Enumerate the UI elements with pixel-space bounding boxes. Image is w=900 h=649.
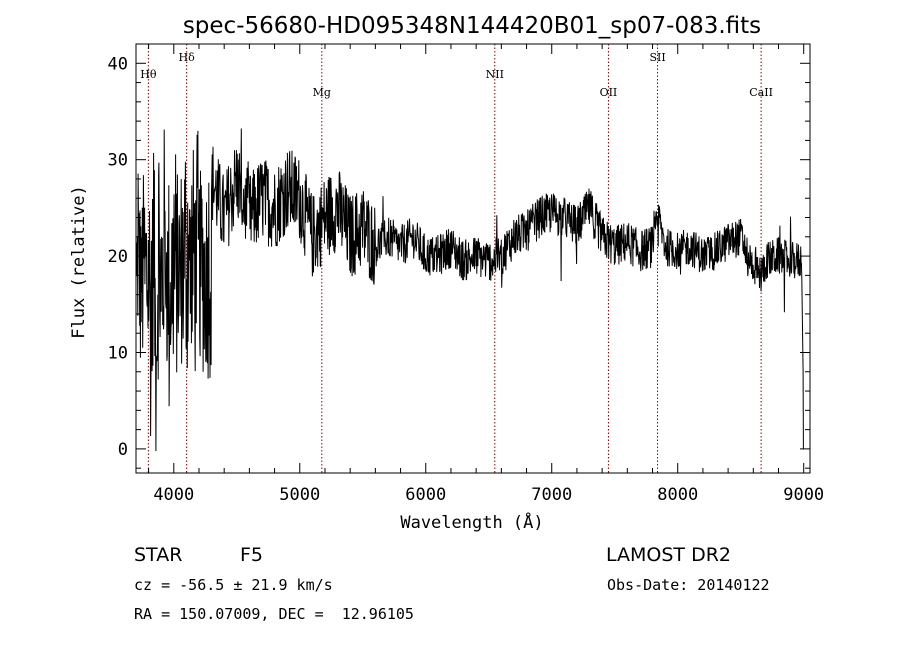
- line-marker-label: OII: [600, 86, 618, 99]
- x-tick-label: 5000: [279, 485, 320, 505]
- y-tick-label: 40: [108, 54, 128, 74]
- x-tick-label: 4000: [153, 485, 194, 505]
- spectrum-line: [136, 128, 804, 452]
- line-marker-label: Mg: [313, 86, 331, 99]
- survey-name: LAMOST DR2: [606, 544, 731, 566]
- subclass: F5: [240, 544, 263, 566]
- object-type: STAR: [134, 544, 182, 566]
- coordinates: RA = 150.07009, DEC = 12.96105: [134, 605, 414, 623]
- redshift-cz: cz = -56.5 ± 21.9 km/s: [134, 576, 333, 594]
- y-tick-label: 20: [108, 247, 128, 267]
- chart-title: spec-56680-HD095348N144420B01_sp07-083.f…: [183, 13, 761, 39]
- x-tick-label: 7000: [531, 485, 572, 505]
- x-tick-label: 6000: [405, 485, 446, 505]
- line-marker-label: Hθ: [140, 68, 157, 81]
- x-axis-label: Wavelength (Å): [400, 511, 543, 533]
- x-tick-label: 9000: [783, 485, 824, 505]
- line-marker-label: CaII: [749, 86, 773, 99]
- axis-ticks: [136, 43, 810, 473]
- plot-frame: [135, 43, 811, 474]
- x-tick-label: 8000: [657, 485, 698, 505]
- line-marker-label: NII: [486, 68, 504, 81]
- line-marker-label: Hδ: [179, 51, 196, 64]
- y-tick-label: 10: [108, 343, 128, 363]
- y-axis-label: Flux (relative): [69, 185, 89, 339]
- y-tick-label: 0: [118, 440, 128, 460]
- y-tick-label: 30: [108, 151, 128, 171]
- line-marker-label: SII: [649, 51, 665, 64]
- observation-date: Obs-Date: 20140122: [607, 576, 770, 594]
